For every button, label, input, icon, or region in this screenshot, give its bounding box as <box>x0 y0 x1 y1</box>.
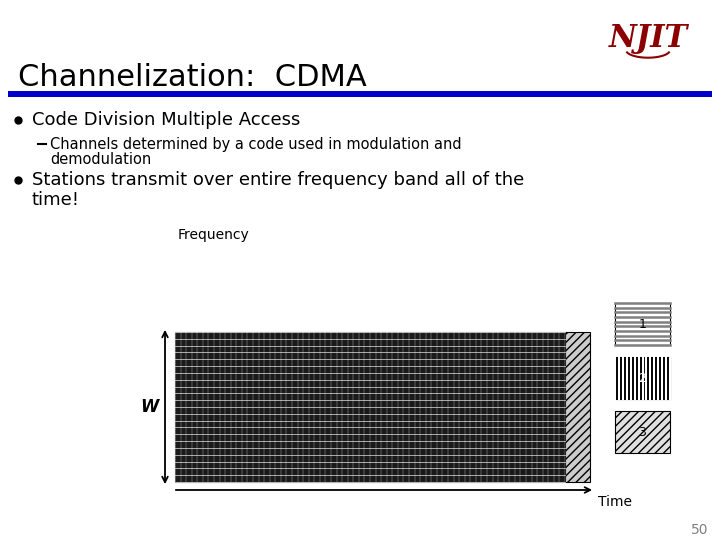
Text: Frequency: Frequency <box>178 228 250 242</box>
Text: 2: 2 <box>639 372 647 384</box>
Text: Channels determined by a code used in modulation and: Channels determined by a code used in mo… <box>50 137 462 152</box>
Bar <box>8 91 712 97</box>
Text: NJIT: NJIT <box>608 23 688 53</box>
Text: 1: 1 <box>639 318 647 330</box>
Text: 3: 3 <box>639 426 647 438</box>
Bar <box>615 303 670 345</box>
Text: Time: Time <box>598 495 632 509</box>
Text: 50: 50 <box>691 523 708 537</box>
Text: W: W <box>140 398 158 416</box>
Text: Channelization:  CDMA: Channelization: CDMA <box>18 64 366 92</box>
Bar <box>565 332 590 482</box>
Bar <box>615 411 670 453</box>
Text: time!: time! <box>32 191 80 209</box>
Text: Stations transmit over entire frequency band all of the: Stations transmit over entire frequency … <box>32 171 524 189</box>
Text: Code Division Multiple Access: Code Division Multiple Access <box>32 111 300 129</box>
Bar <box>175 332 565 482</box>
Bar <box>615 357 670 399</box>
Text: demodulation: demodulation <box>50 152 151 167</box>
